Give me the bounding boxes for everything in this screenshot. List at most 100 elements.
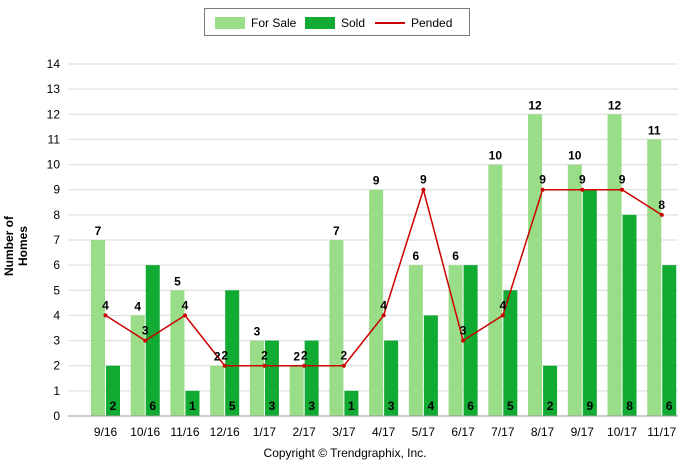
bar-sold bbox=[423, 315, 438, 416]
y-tick-label: 2 bbox=[53, 359, 60, 373]
bar-for-sale bbox=[448, 265, 463, 416]
y-tick-label: 5 bbox=[53, 283, 60, 297]
pended-point bbox=[461, 338, 466, 343]
pended-point bbox=[103, 313, 108, 318]
pended-point bbox=[341, 363, 346, 368]
label-sold: 3 bbox=[269, 399, 276, 413]
bar-for-sale bbox=[567, 164, 582, 416]
bar-for-sale bbox=[607, 114, 622, 417]
label-sold: 2 bbox=[110, 399, 117, 413]
label-for-sale: 12 bbox=[528, 98, 542, 112]
label-pended: 2 bbox=[221, 349, 228, 363]
pended-line bbox=[103, 187, 664, 368]
label-pended: 9 bbox=[619, 173, 626, 187]
bar-for-sale bbox=[488, 164, 503, 416]
y-tick-label: 12 bbox=[47, 107, 61, 121]
bar-sold bbox=[662, 265, 677, 416]
label-for-sale: 7 bbox=[95, 224, 102, 238]
label-pended: 2 bbox=[261, 349, 268, 363]
legend-label-for-sale: For Sale bbox=[251, 16, 297, 30]
label-sold: 1 bbox=[348, 399, 355, 413]
label-pended: 8 bbox=[658, 198, 665, 212]
y-tick-label: 7 bbox=[53, 233, 60, 247]
y-tick-label: 9 bbox=[53, 183, 60, 197]
bar-for-sale bbox=[329, 240, 344, 416]
x-tick-label: 5/17 bbox=[412, 425, 436, 439]
label-sold: 8 bbox=[626, 399, 633, 413]
bar-sold bbox=[185, 390, 200, 416]
label-sold: 5 bbox=[229, 399, 236, 413]
y-tick-label: 8 bbox=[53, 208, 60, 222]
pended-point bbox=[620, 187, 625, 192]
x-tick-label: 9/16 bbox=[94, 425, 118, 439]
x-tick-label: 1/17 bbox=[253, 425, 277, 439]
y-tick-label: 3 bbox=[53, 334, 60, 348]
label-for-sale: 3 bbox=[254, 325, 261, 339]
label-pended: 4 bbox=[102, 298, 109, 312]
bar-sold bbox=[106, 365, 120, 416]
x-tick-label: 4/17 bbox=[372, 425, 396, 439]
y-axis-label: Number of Homes bbox=[2, 216, 30, 276]
label-pended: 4 bbox=[380, 298, 387, 312]
label-sold: 1 bbox=[189, 399, 196, 413]
bar-sold bbox=[225, 290, 240, 416]
label-sold: 9 bbox=[586, 399, 593, 413]
pended-point bbox=[381, 313, 386, 318]
bar-sold bbox=[384, 340, 399, 416]
bar-sold bbox=[344, 390, 359, 416]
label-sold: 2 bbox=[547, 399, 554, 413]
y-tick-label: 1 bbox=[53, 384, 60, 398]
pended-point bbox=[302, 363, 307, 368]
copyright: Copyright © Trendgraphix, Inc. bbox=[263, 446, 427, 460]
label-pended: 9 bbox=[539, 173, 546, 187]
label-for-sale: 4 bbox=[134, 299, 141, 313]
label-for-sale: 10 bbox=[568, 149, 582, 163]
bar-sold bbox=[503, 290, 518, 416]
bar-for-sale bbox=[528, 114, 543, 417]
x-axis-ticks: 9/16 10/16 11/16 12/16 1/17 2/17 3/17 4/17 5/17 6… bbox=[94, 425, 677, 439]
bar-for-sale bbox=[210, 365, 225, 416]
x-tick-label: 10/17 bbox=[607, 425, 637, 439]
label-sold: 5 bbox=[507, 399, 514, 413]
label-for-sale: 6 bbox=[413, 249, 420, 263]
bars bbox=[91, 114, 677, 417]
y-tick-label: 10 bbox=[47, 158, 61, 172]
pended-point bbox=[262, 363, 267, 368]
legend-swatch-for-sale bbox=[215, 17, 245, 29]
pended-point bbox=[580, 187, 585, 192]
label-for-sale: 6 bbox=[452, 249, 459, 263]
legend-item-pended: Pended bbox=[375, 15, 452, 31]
label-for-sale: 5 bbox=[174, 274, 181, 288]
label-pended: 3 bbox=[460, 324, 467, 338]
legend-swatch-sold bbox=[305, 17, 335, 29]
x-tick-label: 7/17 bbox=[491, 425, 515, 439]
label-pended: 3 bbox=[142, 324, 149, 338]
bar-sold bbox=[463, 265, 478, 416]
x-tick-label: 8/17 bbox=[531, 425, 555, 439]
bar-for-sale bbox=[408, 265, 423, 416]
legend-item-for-sale: For Sale bbox=[215, 15, 296, 31]
label-pended: 2 bbox=[301, 349, 308, 363]
x-tick-label: 11/17 bbox=[647, 425, 676, 439]
bar-for-sale bbox=[130, 315, 145, 416]
y-tick-label: 4 bbox=[53, 308, 60, 322]
y-tick-label: 6 bbox=[53, 258, 60, 272]
label-pended: 4 bbox=[499, 298, 506, 312]
label-for-sale: 2 bbox=[214, 350, 221, 364]
bar-sold bbox=[145, 265, 160, 416]
label-pended: 9 bbox=[579, 173, 586, 187]
label-for-sale: 2 bbox=[293, 350, 300, 364]
bar-for-sale bbox=[249, 340, 264, 416]
legend-label-pended: Pended bbox=[411, 16, 453, 30]
bar-for-sale bbox=[369, 189, 384, 416]
label-pended: 9 bbox=[420, 173, 427, 187]
label-sold: 6 bbox=[467, 399, 474, 413]
label-sold: 6 bbox=[149, 399, 156, 413]
x-tick-label: 2/17 bbox=[292, 425, 316, 439]
pended-point bbox=[659, 212, 664, 217]
label-for-sale: 7 bbox=[333, 224, 340, 238]
y-tick-label: 11 bbox=[48, 132, 61, 146]
